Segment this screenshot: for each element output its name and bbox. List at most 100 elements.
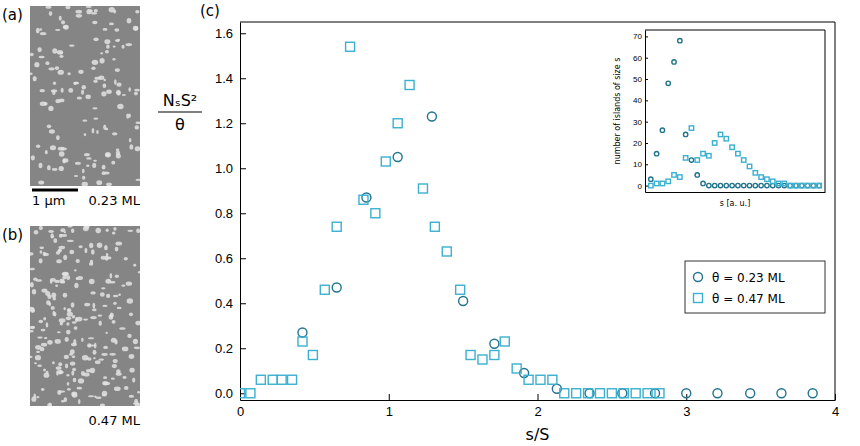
island-texture [93,357,96,359]
island-texture [110,273,113,279]
data-point [666,81,670,85]
island-texture [58,370,63,375]
island-texture [82,176,85,180]
island-texture [128,87,131,91]
data-point [660,181,664,185]
island-texture [109,353,115,356]
data-point [430,222,439,231]
island-texture [37,47,41,52]
legend-label: θ = 0.47 ML [712,292,785,306]
data-point [776,181,780,185]
data-point [456,285,465,294]
data-point [308,351,317,360]
island-texture [43,368,46,371]
island-texture [59,279,64,284]
island-texture [122,376,126,379]
island-texture [56,135,60,140]
island-texture [113,359,118,363]
main-chart: (c)012340.00.20.40.60.81.01.21.41.6s/SNₛ… [158,2,839,444]
island-texture [101,287,105,289]
island-texture [93,118,98,120]
data-point [256,375,265,384]
island-texture [70,361,75,365]
data-point [672,173,676,177]
data-point [736,183,740,187]
data-point [490,339,499,348]
island-texture [58,70,64,75]
island-texture [105,152,111,158]
island-texture [112,320,116,324]
data-point [654,151,658,155]
island-texture [61,147,67,150]
island-texture [136,228,140,233]
data-point [672,60,676,64]
tick-mark [240,348,246,349]
data-point [246,389,255,398]
data-point [712,183,716,187]
island-texture [57,331,61,333]
data-point [298,337,307,346]
island-texture [117,104,123,109]
island-texture [59,55,63,58]
island-texture [39,226,43,230]
island-texture [59,390,65,392]
tick-label: 30 [633,118,642,127]
tick: 20 [633,139,648,148]
island-texture [36,396,39,398]
island-texture [86,369,91,372]
island-texture [34,362,37,364]
island-texture [58,246,65,250]
island-texture [63,307,65,310]
data-point [724,183,728,187]
island-texture [115,39,120,42]
panel-label: (c) [200,2,220,20]
island-texture [129,312,133,316]
data-point [800,183,804,187]
island-texture [38,320,43,324]
island-texture [30,330,34,332]
island-texture [79,245,83,248]
island-texture [137,391,140,394]
data-point [788,183,792,187]
island-texture [115,242,122,246]
data-point [393,119,402,128]
island-texture [39,56,45,58]
island-texture [97,242,103,248]
data-point [777,389,786,398]
island-texture [82,85,86,89]
tick-mark [645,79,648,80]
island-texture [113,302,117,305]
island-texture [94,9,98,12]
tick-label: 40 [633,96,642,105]
tick-mark [645,100,648,101]
island-texture [59,151,65,156]
data-point [332,222,341,231]
island-texture [65,337,69,342]
island-texture [63,158,69,163]
island-texture [43,252,47,256]
island-texture [51,236,54,238]
tick: 0.0 [215,386,246,401]
island-texture [59,98,65,102]
tick-label: 1 [386,404,393,419]
island-texture [59,234,63,238]
island-texture [85,94,90,99]
legend-label: θ = 0.23 ML [712,271,785,285]
island-texture [129,368,134,373]
data-point [678,175,682,179]
data-point [427,112,436,121]
island-texture [52,48,57,54]
data-point [298,328,307,337]
legend: θ = 0.23 ML θ = 0.47 ML [685,261,825,313]
tick-label: 0.6 [215,251,233,266]
island-texture [67,226,72,228]
island-texture [47,403,52,406]
island-texture [37,364,42,367]
island-texture [93,160,97,162]
tick-label: 2 [534,404,541,419]
data-point [724,137,728,141]
island-texture [63,25,68,30]
tick-mark [645,143,648,144]
island-texture [58,362,62,366]
island-texture [45,291,50,296]
